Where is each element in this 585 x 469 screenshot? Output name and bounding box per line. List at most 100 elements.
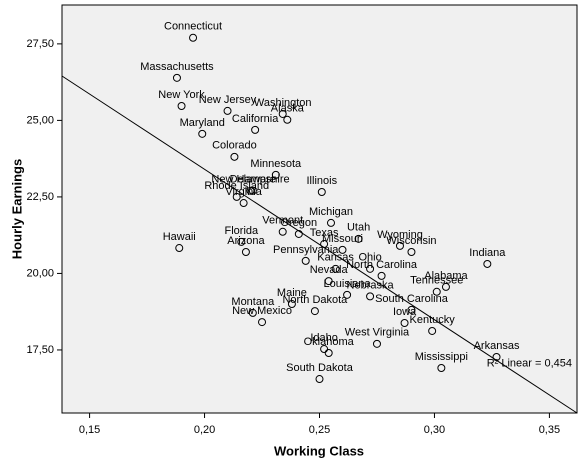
point-label: Kansas: [317, 252, 354, 264]
point: [400, 319, 409, 328]
point: [189, 33, 198, 42]
point-label: Mississippi: [415, 351, 468, 363]
point-label: Vermont: [262, 215, 303, 227]
point: [432, 287, 441, 296]
point: [287, 300, 296, 309]
point-label: North Carolina: [346, 259, 418, 271]
point-label: Wisconsin: [386, 235, 436, 247]
point-label: Oregon: [280, 217, 317, 229]
point: [320, 240, 329, 249]
point: [441, 282, 450, 291]
point-label: New Jersey: [199, 94, 257, 106]
point: [354, 234, 363, 243]
fit-line: [61, 75, 578, 414]
point: [172, 73, 181, 82]
point: [223, 106, 232, 115]
point: [372, 339, 381, 348]
point-label: Maine: [277, 287, 307, 299]
x-tick-label: 0,35: [539, 424, 560, 436]
point: [258, 318, 267, 327]
point-label: Texas: [310, 227, 339, 239]
point: [317, 188, 326, 197]
point-label: Washington: [254, 97, 312, 109]
point-label: Nebraska: [347, 279, 395, 291]
point-label: Indiana: [469, 247, 506, 259]
point: [294, 229, 303, 238]
point-label: Arizona: [227, 235, 265, 247]
point-label: West Virginia: [345, 327, 410, 339]
point-label: Alaska: [271, 103, 305, 115]
point: [278, 109, 287, 118]
point: [241, 248, 250, 257]
point: [175, 244, 184, 253]
point-label: New York: [158, 89, 205, 101]
x-axis-title: Working Class: [274, 443, 364, 458]
point: [239, 199, 248, 208]
point: [320, 345, 329, 354]
point: [251, 125, 260, 134]
point-label: Louisiana: [324, 278, 372, 290]
point: [246, 186, 255, 195]
fit-label: R² Linear = 0,454: [487, 358, 572, 370]
point: [395, 241, 404, 250]
point: [248, 186, 257, 195]
point-label: Montana: [231, 296, 275, 308]
point-label: North Dakota: [282, 294, 348, 306]
point-label: Florida: [225, 225, 260, 237]
point: [310, 307, 319, 316]
point: [377, 271, 386, 280]
point: [428, 326, 437, 335]
point: [331, 264, 340, 273]
point-label: Kentucky: [410, 314, 456, 326]
point-label: Utah: [347, 222, 370, 234]
point-label: New Mexico: [232, 305, 292, 317]
point-label: South Dakota: [286, 362, 354, 374]
point: [248, 308, 257, 317]
point-label: Oklahoma: [304, 336, 355, 348]
point: [492, 352, 501, 361]
y-tick-label: 17,50: [26, 344, 54, 356]
point: [271, 170, 280, 179]
y-tick-label: 22,50: [26, 191, 54, 203]
point: [237, 237, 246, 246]
plot-area: [61, 4, 578, 414]
point-label: Arkansas: [474, 340, 520, 352]
point: [343, 290, 352, 299]
point: [177, 102, 186, 111]
y-tick-label: 25,00: [26, 114, 54, 126]
point: [230, 152, 239, 161]
point-label: Rhode Island: [204, 180, 269, 192]
point-label: Hawaii: [163, 231, 196, 243]
x-tick-label: 0,20: [194, 424, 215, 436]
point-label: Virginia: [225, 186, 262, 198]
x-tick-label: 0,25: [309, 424, 330, 436]
point-label: Idaho: [310, 332, 338, 344]
point: [407, 305, 416, 314]
point-label: Tennessee: [410, 275, 463, 287]
point-label: Missouri: [322, 233, 363, 245]
point: [326, 218, 335, 227]
point-label: Colorado: [212, 140, 257, 152]
point: [283, 115, 292, 124]
point: [324, 349, 333, 358]
point-label: Illinois: [307, 175, 338, 187]
point-label: Iowa: [393, 306, 417, 318]
point: [366, 264, 375, 273]
point: [366, 292, 375, 301]
y-tick-label: 20,00: [26, 267, 54, 279]
point: [407, 248, 416, 257]
point: [232, 192, 241, 201]
point-label: South Carolina: [375, 293, 449, 305]
point-label: Alabama: [424, 270, 468, 282]
point-label: Delaware: [230, 174, 276, 186]
point-label: New Hampshire: [211, 174, 289, 186]
point: [278, 227, 287, 236]
y-axis-title: Hourly Earnings: [9, 159, 24, 259]
point-label: Michigan: [309, 206, 353, 218]
point: [315, 375, 324, 384]
point-label: Massachusetts: [140, 61, 214, 73]
x-tick-label: 0,15: [79, 424, 100, 436]
point: [198, 129, 207, 138]
point: [437, 364, 446, 373]
point-label: Maryland: [180, 117, 225, 129]
